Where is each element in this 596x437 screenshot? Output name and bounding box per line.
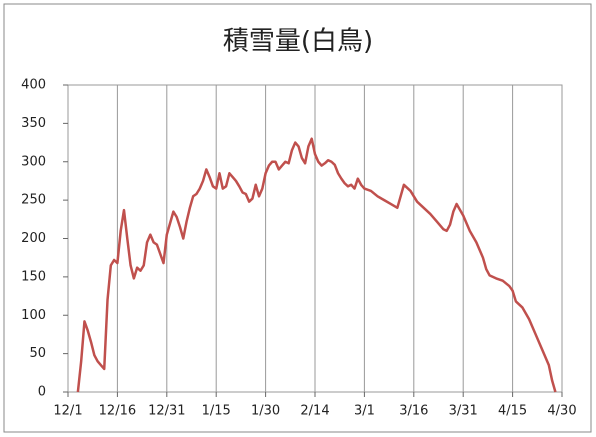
x-tick-label: 2/14 [300, 404, 329, 419]
y-tick-label: 350 [21, 116, 46, 131]
x-tick-label: 3/16 [399, 404, 428, 419]
x-tick-label: 3/1 [354, 404, 375, 419]
y-tick-label: 100 [21, 308, 46, 323]
chart-border [3, 3, 592, 433]
y-tick-label: 200 [21, 231, 46, 246]
y-tick-label: 300 [21, 154, 46, 169]
x-tick-label: 12/1 [53, 404, 82, 419]
y-tick-label: 0 [38, 385, 46, 400]
y-tick-label: 400 [21, 78, 46, 93]
x-tick-label: 4/30 [547, 404, 576, 419]
x-tick-label: 12/31 [148, 404, 185, 419]
snow-line [76, 137, 557, 393]
x-tick-label: 1/15 [202, 404, 231, 419]
x-tick-label: 12/16 [99, 404, 136, 419]
y-tick-label: 50 [29, 346, 46, 361]
x-tick-label: 4/15 [498, 404, 527, 419]
y-tick-label: 150 [21, 269, 46, 284]
y-tick-label: 250 [21, 193, 46, 208]
x-tick-label: 1/30 [251, 404, 280, 419]
x-tick-label: 3/31 [449, 404, 478, 419]
chart-title: 積雪量(白鳥) [223, 27, 373, 57]
